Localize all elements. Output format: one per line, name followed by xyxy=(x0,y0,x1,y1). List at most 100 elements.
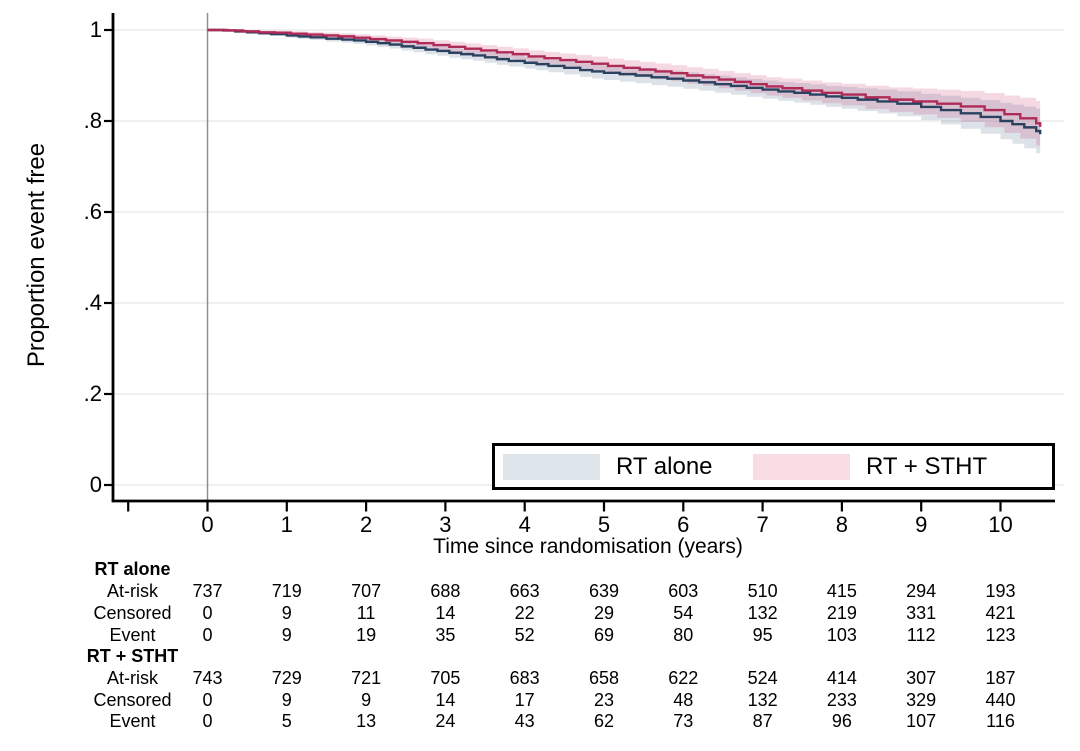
risk-table-cell: 48 xyxy=(673,689,694,710)
risk-table-cell: 69 xyxy=(593,624,615,645)
legend: RT alone RT + STHT xyxy=(492,443,1055,490)
risk-table-row-label: Event xyxy=(109,711,156,732)
risk-table-cell: 9 xyxy=(281,602,292,623)
risk-table-cell: 737 xyxy=(192,581,223,602)
y-tick-label: .8 xyxy=(83,108,102,133)
risk-table-cell: 9 xyxy=(281,689,292,710)
risk-table-cell: 0 xyxy=(202,602,213,623)
risk-table-cell: 415 xyxy=(826,581,857,602)
risk-table-cell: 193 xyxy=(985,581,1016,602)
legend-label-rt-alone: RT alone xyxy=(616,453,713,480)
risk-table-cell: 729 xyxy=(271,667,302,688)
risk-table-cell: 233 xyxy=(826,689,857,710)
x-tick-label: 4 xyxy=(518,512,531,537)
risk-table-cell: 112 xyxy=(906,624,936,645)
y-axis-title: Proportion event free xyxy=(23,142,50,368)
rt-alone-ci-band xyxy=(207,30,1041,157)
risk-table-cell: 14 xyxy=(435,689,456,710)
risk-table-cell: 510 xyxy=(747,581,778,602)
risk-table-cell: 743 xyxy=(192,667,223,688)
risk-table-cell: 658 xyxy=(588,667,620,688)
risk-table-group-header: RT alone xyxy=(94,559,171,580)
risk-table-cell: 80 xyxy=(673,624,694,645)
risk-table-cell: 331 xyxy=(906,602,937,623)
risk-table-cell: 440 xyxy=(985,689,1016,710)
risk-table-cell: 5 xyxy=(281,711,292,732)
x-tick-label: 7 xyxy=(756,512,769,537)
risk-table-cell: 132 xyxy=(747,689,778,710)
risk-table-cell: 707 xyxy=(351,581,382,602)
x-tick-label: 1 xyxy=(280,512,293,537)
risk-table-cell: 0 xyxy=(202,711,213,732)
risk-table-cell: 9 xyxy=(281,624,292,645)
risk-table-cell: 688 xyxy=(430,581,461,602)
risk-table-row-label: Censored xyxy=(93,689,172,710)
x-axis-title: Time since randomisation (years) xyxy=(433,535,743,558)
risk-table-cell: 705 xyxy=(430,667,461,688)
y-tick-label: 0 xyxy=(89,472,102,497)
risk-table-cell: 29 xyxy=(593,602,615,623)
risk-table-cell: 23 xyxy=(593,689,615,710)
risk-table-cell: 603 xyxy=(668,581,699,602)
x-tick-label: 3 xyxy=(439,512,452,537)
rt-stht-ci-band xyxy=(207,30,1041,150)
risk-table-cell: 219 xyxy=(826,602,857,623)
risk-table-cell: 307 xyxy=(906,667,937,688)
risk-table-group-header: RT + STHT xyxy=(86,646,179,667)
risk-table-cell: 13 xyxy=(356,711,377,732)
risk-table-cell: 683 xyxy=(509,667,540,688)
risk-table-row-label: At-risk xyxy=(107,667,158,688)
risk-table-cell: 95 xyxy=(752,624,773,645)
risk-table-cell: 0 xyxy=(202,624,213,645)
risk-table-cell: 24 xyxy=(435,711,456,732)
y-tick-label: 1 xyxy=(89,17,102,42)
risk-table-cell: 622 xyxy=(668,667,699,688)
risk-table-cell: 62 xyxy=(593,711,615,732)
risk-table-cell: 663 xyxy=(509,581,540,602)
legend-swatch-rt-stht xyxy=(753,454,850,480)
risk-table-cell: 43 xyxy=(514,711,535,732)
risk-table-row-label: Censored xyxy=(93,602,172,623)
risk-table-cell: 14 xyxy=(435,602,456,623)
risk-table-cell: 721 xyxy=(351,667,382,688)
x-tick-label: 8 xyxy=(835,512,849,537)
legend-swatch-rt-alone xyxy=(503,454,600,480)
x-tick-label: 10 xyxy=(988,512,1013,537)
risk-table-cell: 123 xyxy=(985,624,1016,645)
risk-table-cell: 187 xyxy=(985,667,1016,688)
risk-table-row-label: At-risk xyxy=(107,581,158,602)
risk-table-cell: 9 xyxy=(361,689,372,710)
risk-table-cell: 107 xyxy=(906,711,937,732)
risk-table-cell: 54 xyxy=(673,602,694,623)
risk-table-cell: 17 xyxy=(514,689,535,710)
y-tick-label: .6 xyxy=(83,199,102,224)
risk-table-cell: 35 xyxy=(435,624,456,645)
x-tick-label: 0 xyxy=(201,512,214,537)
risk-table-cell: 524 xyxy=(747,667,778,688)
risk-table-cell: 52 xyxy=(514,624,535,645)
x-tick-label: 2 xyxy=(359,512,373,537)
risk-table-cell: 132 xyxy=(747,602,778,623)
legend-label-rt-stht: RT + STHT xyxy=(866,453,988,480)
risk-table-row-label: Event xyxy=(109,624,156,645)
risk-table-cell: 719 xyxy=(271,581,302,602)
risk-table-cell: 421 xyxy=(985,602,1016,623)
x-tick-label: 9 xyxy=(915,512,928,537)
risk-table-cell: 96 xyxy=(831,711,852,732)
risk-table-cell: 73 xyxy=(673,711,694,732)
risk-table-cell: 329 xyxy=(906,689,937,710)
risk-table-cell: 414 xyxy=(826,667,857,688)
y-tick-label: .2 xyxy=(83,381,102,406)
x-tick-label: 5 xyxy=(597,512,611,537)
risk-table-cell: 87 xyxy=(752,711,773,732)
risk-table-cell: 294 xyxy=(906,581,937,602)
risk-table-cell: 116 xyxy=(986,711,1015,732)
x-tick-label: 6 xyxy=(677,512,690,537)
risk-table-cell: 639 xyxy=(588,581,620,602)
y-tick-label: .4 xyxy=(83,290,102,315)
risk-table-cell: 103 xyxy=(826,624,857,645)
risk-table-cell: 0 xyxy=(202,689,213,710)
risk-table-cell: 11 xyxy=(356,602,376,623)
